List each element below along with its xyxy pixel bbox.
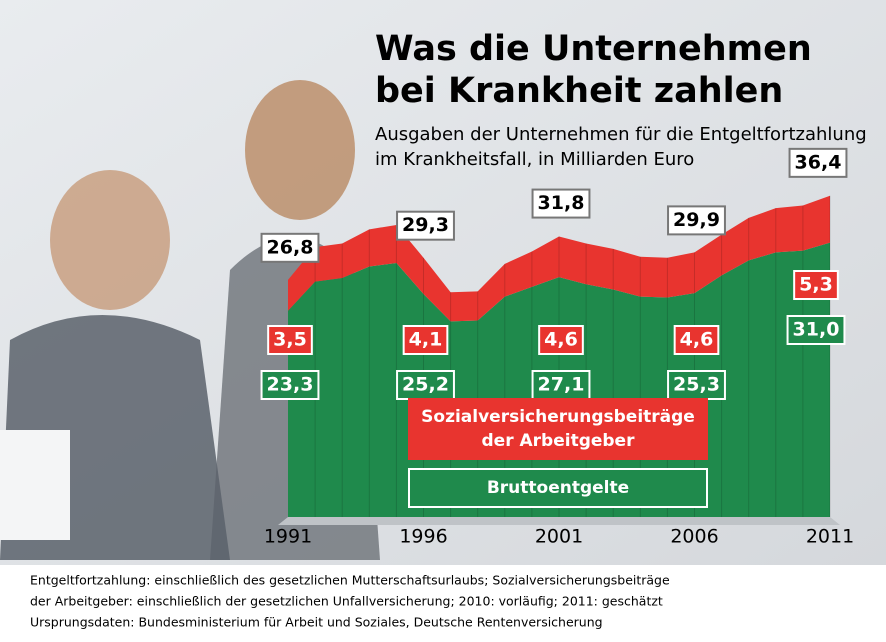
data-label-box [267,325,313,355]
x-tick-label: 2006 [670,526,718,548]
footnote: Entgeltfortzahlung: einschließlich des g… [30,573,670,588]
legend-entry: Sozialversicherungsbeiträge der Arbeitge… [408,398,708,460]
total-label-box [260,232,320,263]
photo-person [50,170,170,310]
photo-laptop [0,430,70,540]
data-label-box [396,370,455,400]
data-label-box [538,325,584,355]
data-label: 27,1 [538,374,585,396]
data-label: 23,3 [267,374,314,396]
total-label: 36,4 [795,151,842,173]
data-label: 4,6 [680,329,714,351]
total-label-box [667,205,726,236]
data-label: 5,3 [799,274,833,296]
data-label: 25,3 [673,374,720,396]
data-label-box [402,325,449,355]
total-label-box [396,210,455,241]
total-label: 29,9 [673,209,720,231]
data-label-box [673,325,720,355]
floor [278,517,840,525]
chart-title: Was die Unternehmen bei Krankheit zahlen [375,29,812,111]
x-tick-label: 1991 [264,526,312,548]
data-label: 31,0 [793,319,840,341]
data-label-box [667,370,726,400]
photo-person [245,80,355,220]
data-label: 4,1 [409,329,443,351]
data-label: 25,2 [402,374,449,396]
data-label-box [793,270,839,300]
data-label-box [531,370,591,400]
area [288,195,830,322]
total-label: 31,8 [538,192,585,214]
total-label-box [531,188,591,219]
total-label: 26,8 [267,236,314,258]
chart-subtitle: Ausgaben der Unternehmen für die Entgelt… [375,124,867,170]
total-label: 29,3 [402,214,449,236]
data-label: 4,6 [544,329,578,351]
legend-entry: Bruttoentgelte [408,468,708,508]
footer-background [0,565,886,642]
footnote: der Arbeitgeber: einschließlich der gese… [30,594,663,609]
data-label: 3,5 [273,329,307,351]
footnote: Ursprungsdaten: Bundesministerium für Ar… [30,615,603,630]
x-tick-label: 2011 [806,526,854,548]
x-tick-label: 2001 [535,526,583,548]
data-label-box [786,315,846,345]
total-label-box [788,147,848,178]
data-label-box [260,370,320,400]
x-tick-label: 1996 [399,526,447,548]
